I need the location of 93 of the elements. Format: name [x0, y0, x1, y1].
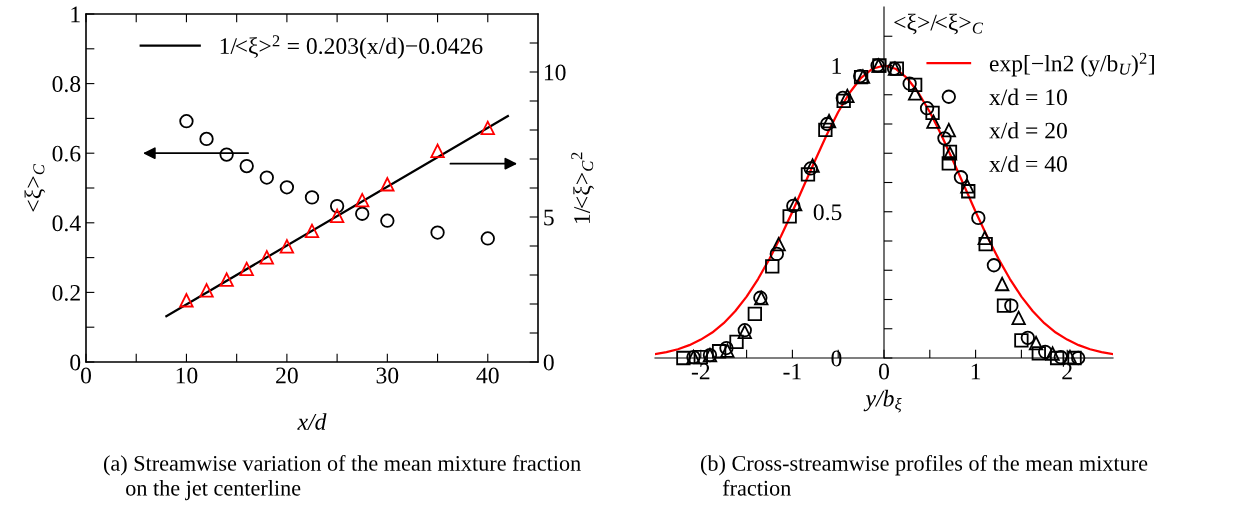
- point: [279, 180, 295, 195]
- point: [329, 198, 345, 214]
- point: [329, 208, 345, 223]
- point: [729, 334, 744, 350]
- point: [304, 223, 320, 239]
- point: [1045, 346, 1060, 361]
- point: [1031, 346, 1046, 361]
- point: [259, 250, 274, 265]
- point: [937, 131, 952, 146]
- x-axis-title: y/b$_{ξ}$: [863, 389, 902, 413]
- legend-label: x/d = 10: [989, 88, 1067, 106]
- point: [199, 283, 214, 298]
- y-tick-label: 0.6: [52, 145, 81, 162]
- point: [818, 122, 833, 138]
- text: (a) Streamwise variation of the mean mixture fraction on the jet centerline: [103, 455, 581, 501]
- point: [380, 177, 395, 192]
- point: [1020, 330, 1035, 345]
- point: [907, 86, 923, 101]
- point: [996, 298, 1012, 313]
- point: [840, 88, 855, 104]
- point: [986, 258, 1002, 273]
- point: [1049, 350, 1065, 366]
- point: [1011, 310, 1026, 326]
- x-tick-label: -1: [783, 363, 801, 380]
- point: [960, 179, 975, 194]
- point: [304, 190, 320, 205]
- point: [199, 131, 214, 147]
- point: [977, 230, 992, 245]
- point: [765, 259, 780, 274]
- point: [961, 184, 976, 199]
- y-axis-title: <ξ>$_{C}$: [24, 164, 46, 212]
- x-tick-label: 40: [476, 367, 499, 384]
- point: [1014, 333, 1029, 348]
- x-tick-label: -2: [691, 363, 710, 380]
- point: [800, 167, 816, 182]
- point: [219, 147, 234, 162]
- point: [239, 158, 254, 174]
- point: [771, 237, 786, 252]
- x-tick-label: 0: [879, 363, 889, 380]
- point: [693, 349, 708, 365]
- point: [995, 276, 1010, 292]
- y-tick-label: 0.8: [52, 76, 81, 93]
- point: [259, 170, 274, 185]
- legend-label: x/d = 20: [989, 121, 1067, 139]
- point: [1071, 350, 1086, 366]
- point: [239, 261, 254, 277]
- point: [430, 143, 445, 159]
- y-tick-label: 1: [832, 58, 841, 74]
- point: [219, 272, 234, 287]
- x-tick-label: 30: [376, 367, 399, 384]
- legend-label: 1/<ξ>$^{2}$ = 0.203(x/d)−0.0426: [220, 35, 483, 59]
- y-tick-label: 1: [71, 6, 80, 23]
- point: [355, 206, 370, 221]
- point: [769, 246, 784, 262]
- point: [782, 209, 797, 224]
- y-axis-title: <ξ>/<ξ>$_{C}$: [894, 13, 984, 35]
- point: [978, 237, 993, 252]
- point: [1004, 298, 1019, 313]
- point: [480, 231, 495, 246]
- y2-axis-title: 1/<ξ>$_{C}$$^{2}$: [571, 152, 594, 223]
- point: [179, 293, 194, 308]
- point: [430, 225, 445, 240]
- point: [355, 193, 370, 208]
- x-tick-label: 20: [276, 367, 298, 384]
- point: [676, 350, 691, 366]
- point: [926, 114, 941, 129]
- y2-tick-label: 5: [544, 209, 554, 226]
- x-tick-label: 1: [971, 363, 981, 380]
- point: [1038, 344, 1053, 360]
- y2-tick-label: 10: [544, 64, 566, 81]
- y-tick-label: 0: [831, 350, 842, 367]
- y-tick-label: 0.2: [52, 284, 80, 301]
- point: [953, 170, 969, 185]
- point: [919, 101, 935, 116]
- x-axis-title: x/d: [297, 413, 327, 430]
- point: [179, 114, 194, 129]
- point: [925, 105, 940, 121]
- point: [380, 213, 395, 228]
- point: [711, 344, 727, 359]
- y-tick-label: 0.4: [52, 215, 81, 232]
- point: [747, 306, 762, 321]
- point: [480, 120, 495, 136]
- point: [902, 76, 917, 91]
- x-tick-label: 10: [176, 367, 198, 384]
- legend-label: x/d = 40: [989, 155, 1067, 172]
- point: [279, 239, 295, 254]
- point: [1028, 335, 1044, 351]
- point: [1067, 350, 1082, 366]
- y-tick-label: 0.5: [813, 204, 842, 221]
- text: (b) Cross-streamwise profiles of the mean mixture fraction: [700, 455, 1148, 496]
- legend-label: exp[−ln2 (y/b$_{U}$)$^{2}$]: [989, 52, 1154, 77]
- point: [971, 210, 986, 226]
- point: [907, 77, 923, 92]
